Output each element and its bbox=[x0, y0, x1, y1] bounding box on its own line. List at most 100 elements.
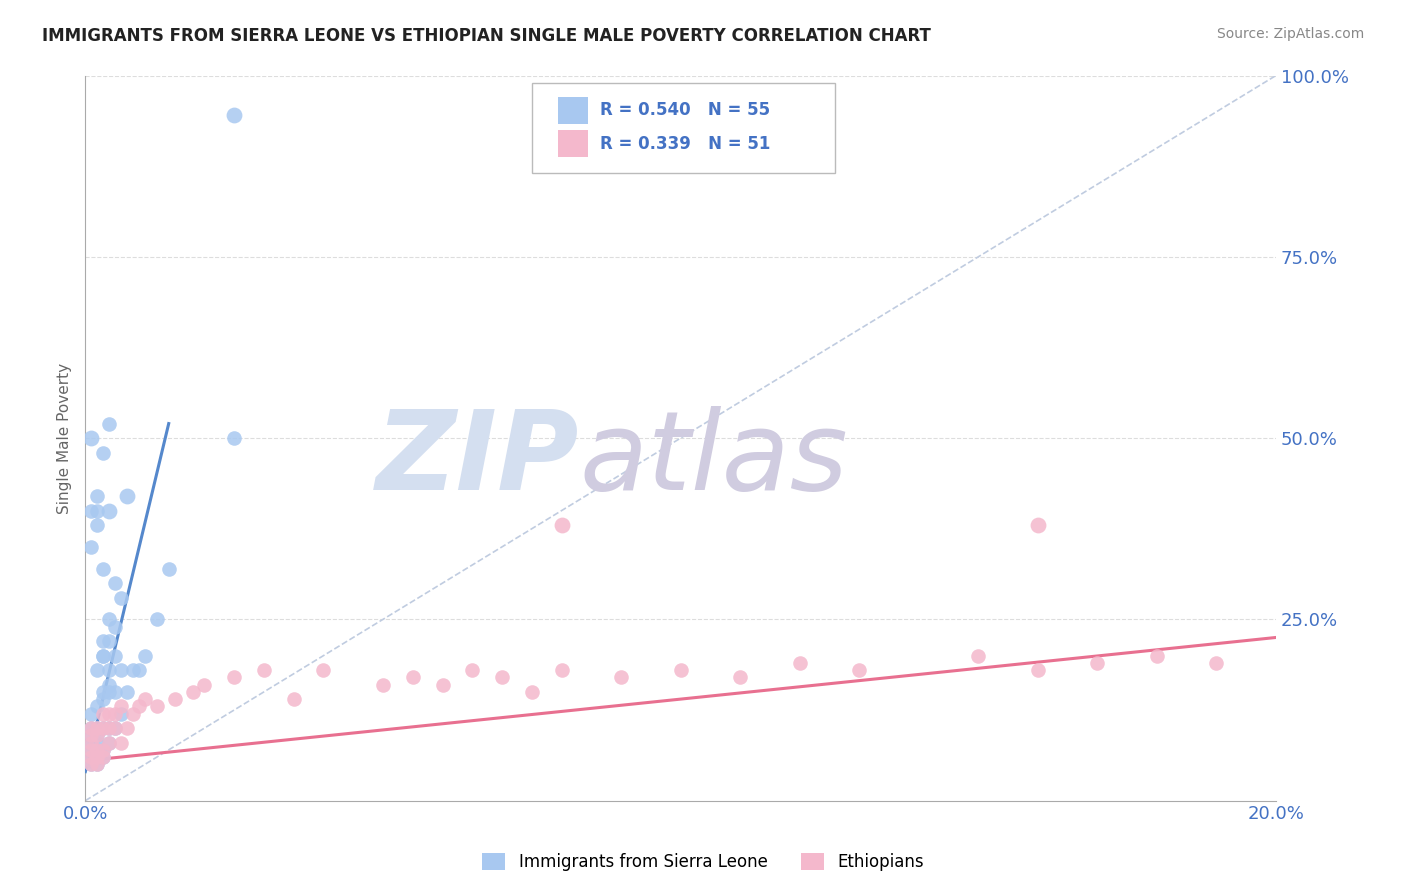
Point bbox=[91, 706, 114, 721]
Point bbox=[80, 743, 103, 757]
Point bbox=[134, 692, 156, 706]
Text: R = 0.540   N = 55: R = 0.540 N = 55 bbox=[600, 102, 770, 120]
Point bbox=[91, 721, 114, 735]
Point bbox=[91, 634, 114, 648]
Point bbox=[128, 699, 150, 714]
Point bbox=[91, 750, 114, 764]
Point bbox=[86, 736, 108, 750]
Point bbox=[1205, 656, 1227, 670]
Point bbox=[98, 677, 121, 691]
Point bbox=[224, 431, 246, 445]
Point bbox=[312, 663, 335, 677]
Point bbox=[91, 750, 114, 764]
Point bbox=[80, 750, 103, 764]
Y-axis label: Single Male Poverty: Single Male Poverty bbox=[58, 362, 72, 514]
Point bbox=[461, 663, 484, 677]
Point bbox=[80, 728, 103, 742]
Point bbox=[1146, 648, 1168, 663]
Point bbox=[98, 634, 121, 648]
Point bbox=[669, 663, 692, 677]
Point bbox=[98, 417, 121, 431]
Point bbox=[110, 591, 132, 605]
Point bbox=[104, 721, 127, 735]
Point bbox=[1026, 518, 1049, 533]
Point bbox=[80, 757, 103, 772]
Point bbox=[104, 576, 127, 591]
Point bbox=[80, 721, 103, 735]
Point bbox=[224, 108, 246, 122]
Point bbox=[98, 736, 121, 750]
Point bbox=[91, 648, 114, 663]
Point bbox=[224, 670, 246, 684]
Point bbox=[98, 721, 121, 735]
Point bbox=[728, 670, 751, 684]
Point bbox=[80, 750, 103, 764]
Point bbox=[91, 743, 114, 757]
Point bbox=[91, 721, 114, 735]
Point bbox=[80, 706, 103, 721]
Point bbox=[86, 743, 108, 757]
Point bbox=[86, 750, 108, 764]
Point bbox=[115, 721, 138, 735]
Point bbox=[1026, 663, 1049, 677]
Point bbox=[80, 754, 103, 768]
Point bbox=[86, 728, 108, 742]
Point bbox=[193, 677, 215, 691]
Point bbox=[283, 692, 305, 706]
Point bbox=[91, 692, 114, 706]
Point bbox=[122, 663, 145, 677]
Point bbox=[146, 699, 169, 714]
Point bbox=[98, 612, 121, 626]
Point bbox=[128, 663, 150, 677]
Point bbox=[104, 721, 127, 735]
Point bbox=[91, 685, 114, 699]
Text: ZIP: ZIP bbox=[375, 407, 579, 513]
Text: Source: ZipAtlas.com: Source: ZipAtlas.com bbox=[1216, 27, 1364, 41]
Point bbox=[86, 489, 108, 503]
Point bbox=[80, 739, 103, 754]
Point bbox=[86, 699, 108, 714]
Point bbox=[122, 706, 145, 721]
Point bbox=[91, 445, 114, 459]
Point bbox=[98, 706, 121, 721]
Point bbox=[80, 736, 103, 750]
Point bbox=[98, 685, 121, 699]
Point bbox=[110, 706, 132, 721]
Point bbox=[98, 663, 121, 677]
Point bbox=[789, 656, 811, 670]
FancyBboxPatch shape bbox=[531, 83, 835, 173]
Point bbox=[86, 757, 108, 772]
Point bbox=[80, 431, 103, 445]
Point bbox=[134, 648, 156, 663]
Point bbox=[967, 648, 990, 663]
Point bbox=[91, 743, 114, 757]
Point bbox=[80, 757, 103, 772]
Point bbox=[491, 670, 513, 684]
Point bbox=[432, 677, 454, 691]
Point bbox=[80, 503, 103, 517]
Point bbox=[848, 663, 870, 677]
Point bbox=[98, 503, 121, 517]
Point bbox=[253, 663, 276, 677]
Point bbox=[520, 685, 543, 699]
Point bbox=[91, 561, 114, 575]
Point bbox=[163, 692, 186, 706]
Point bbox=[86, 503, 108, 517]
Point bbox=[86, 728, 108, 742]
Point bbox=[86, 518, 108, 533]
Point bbox=[115, 489, 138, 503]
Point bbox=[146, 612, 169, 626]
Point bbox=[98, 736, 121, 750]
Point bbox=[550, 663, 572, 677]
Point bbox=[110, 736, 132, 750]
Point bbox=[402, 670, 425, 684]
Point bbox=[371, 677, 394, 691]
Point bbox=[157, 561, 180, 575]
Point bbox=[98, 721, 121, 735]
Legend: Immigrants from Sierra Leone, Ethiopians: Immigrants from Sierra Leone, Ethiopians bbox=[474, 845, 932, 880]
Text: R = 0.339   N = 51: R = 0.339 N = 51 bbox=[600, 135, 770, 153]
Point bbox=[80, 743, 103, 757]
Point bbox=[104, 706, 127, 721]
Text: atlas: atlas bbox=[579, 407, 848, 513]
Point bbox=[86, 750, 108, 764]
